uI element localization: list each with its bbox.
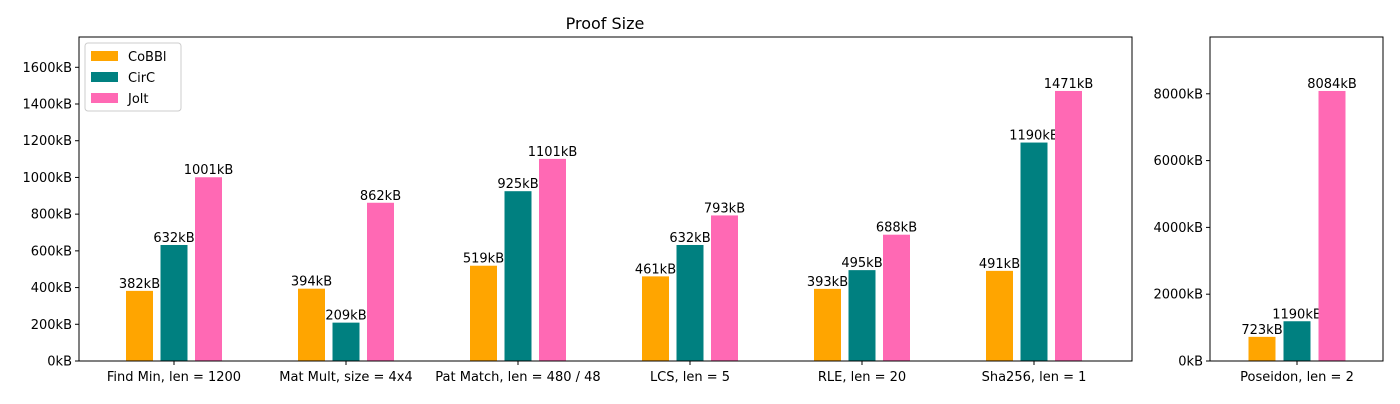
bar-circ-0 (160, 244, 188, 361)
legend-swatch-circ (91, 72, 118, 82)
data-label: 209kB (325, 309, 366, 324)
data-label: 925kB (497, 177, 538, 192)
x-tick-label: Pat Match, len = 480 / 48 (435, 370, 600, 385)
bar-cobbl-2 (470, 265, 497, 361)
bar-jolt-poseidon (1318, 90, 1346, 362)
bar-jolt-3 (711, 215, 738, 361)
y-tick-label: 4000kB (1153, 221, 1203, 236)
legend-swatch-jolt (91, 93, 118, 103)
data-label: 393kB (807, 275, 848, 290)
data-label: 1190kB (1009, 129, 1059, 144)
bar-jolt-0 (195, 177, 222, 361)
bar-circ-4 (848, 270, 876, 361)
y-tick-label: 1600kB (22, 61, 72, 76)
x-tick-label: Sha256, len = 1 (982, 370, 1087, 385)
data-label: 1471kB (1044, 77, 1094, 92)
y-tick-label: 8000kB (1153, 87, 1203, 102)
y-tick-label: 1200kB (22, 134, 72, 149)
bar-circ-2 (504, 191, 532, 361)
data-label: 1101kB (528, 145, 578, 160)
y-tick-label: 0kB (1178, 355, 1203, 370)
x-tick-label: LCS, len = 5 (650, 370, 730, 385)
bar-jolt-5 (1055, 90, 1082, 361)
y-tick-label: 6000kB (1153, 154, 1203, 169)
y-tick-label: 600kB (31, 244, 72, 259)
data-label: 862kB (360, 189, 401, 204)
chart-title: Proof Size (566, 14, 645, 33)
x-tick-label: Poseidon, len = 2 (1240, 370, 1354, 385)
bar-circ-3 (676, 244, 704, 361)
bar-cobbl-5 (986, 270, 1013, 361)
legend-label-jolt: Jolt (127, 92, 149, 107)
data-label: 8084kB (1307, 77, 1357, 92)
y-tick-label: 800kB (31, 208, 72, 223)
data-label: 723kB (1241, 323, 1282, 338)
data-label: 382kB (119, 277, 160, 292)
data-label: 1001kB (184, 163, 234, 178)
bar-jolt-2 (539, 158, 566, 361)
y-tick-label: 1000kB (22, 171, 72, 186)
bar-circ-1 (332, 322, 360, 361)
data-label: 461kB (635, 262, 676, 277)
legend-label-circ: CirC (128, 71, 155, 86)
bar-jolt-1 (367, 202, 394, 361)
bar-circ-poseidon (1283, 321, 1311, 361)
legend-label-cobbl: CoBBl (128, 50, 166, 65)
bar-cobbl-poseidon (1248, 336, 1276, 361)
data-label: 519kB (463, 252, 504, 267)
bar-circ-5 (1020, 142, 1048, 361)
data-label: 394kB (291, 275, 332, 290)
data-label: 632kB (669, 231, 710, 246)
y-tick-label: 2000kB (1153, 288, 1203, 303)
bar-cobbl-1 (298, 288, 325, 361)
x-tick-label: RLE, len = 20 (818, 370, 906, 385)
data-label: 491kB (979, 257, 1020, 272)
x-tick-label: Find Min, len = 1200 (107, 370, 241, 385)
bar-jolt-4 (883, 234, 910, 361)
y-tick-label: 200kB (31, 318, 72, 333)
bar-cobbl-3 (642, 276, 669, 361)
x-tick-label: Mat Mult, size = 4x4 (279, 370, 412, 385)
data-label: 793kB (704, 201, 745, 216)
bar-cobbl-4 (814, 288, 841, 361)
bar-cobbl-0 (126, 290, 153, 361)
data-label: 688kB (876, 221, 917, 236)
data-label: 495kB (841, 256, 882, 271)
y-tick-label: 1400kB (22, 98, 72, 113)
y-tick-label: 0kB (47, 355, 72, 370)
legend-swatch-cobbl (91, 51, 118, 61)
data-label: 632kB (153, 231, 194, 246)
data-label: 1190kB (1272, 307, 1322, 322)
axes-frame-0 (78, 36, 1133, 362)
y-tick-label: 400kB (31, 281, 72, 296)
